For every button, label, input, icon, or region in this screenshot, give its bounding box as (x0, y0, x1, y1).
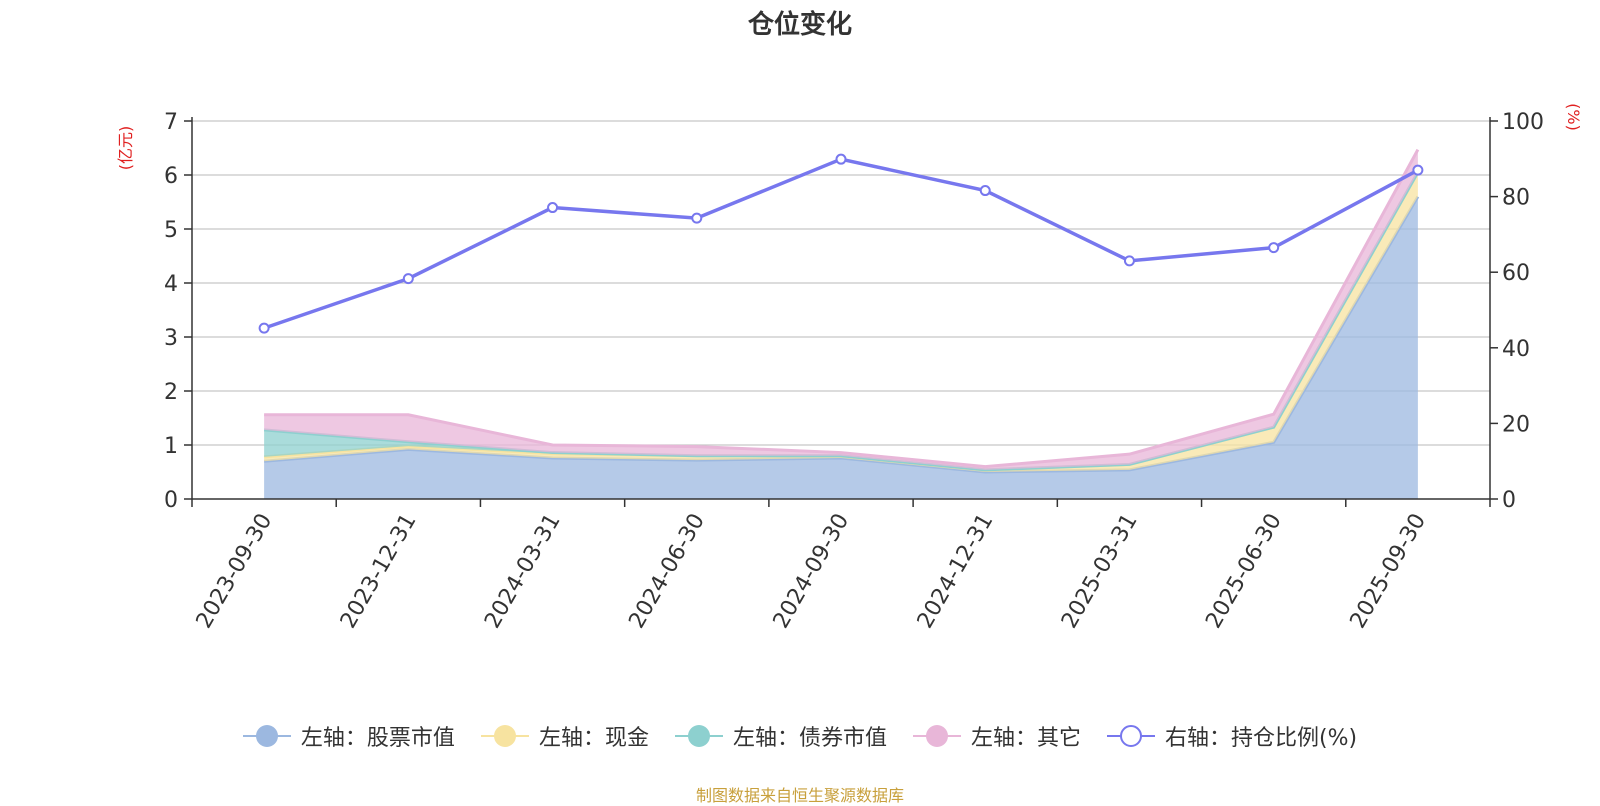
line-point (1412, 164, 1424, 176)
line-series-holding-ratio (263, 157, 1419, 330)
left-y-tick-label: 0 (164, 488, 178, 513)
x-tick-label: 2023-12-31 (336, 510, 422, 633)
legend-label: 左轴：现金 (538, 726, 649, 751)
x-tick-label: 2024-09-30 (769, 510, 855, 633)
x-tick-label: 2025-09-30 (1346, 510, 1432, 633)
chart-plot: 0 1 2 3 4 5 6 7 0 20 40 60 80 100 (亿元) (%) 2023-09-30 202… (116, 103, 1583, 633)
left-y-tick-label: 6 (164, 164, 178, 189)
right-y-tick-label: 100 (1502, 110, 1544, 135)
legend-item[interactable]: 左轴：其它 (912, 720, 1081, 752)
legend-label: 左轴：债券市值 (732, 726, 887, 751)
left-y-tick-label: 5 (164, 218, 178, 243)
line-point (691, 212, 703, 224)
legend-item[interactable]: 左轴：现金 (480, 720, 649, 752)
legend-swatch-icon (1106, 724, 1155, 748)
x-tick-label: 2024-03-31 (480, 510, 566, 633)
x-tick-label: 2023-09-30 (192, 510, 278, 633)
left-y-tick-label: 3 (164, 326, 178, 351)
right-y-tick-label: 60 (1502, 261, 1530, 286)
left-y-tick-label: 4 (164, 272, 178, 297)
legend-swatch-icon (674, 724, 723, 748)
line-point (979, 185, 991, 197)
legend-swatch-icon (912, 724, 961, 748)
legend-item[interactable]: 左轴：债券市值 (674, 720, 887, 752)
legend-label: 右轴：持仓比例(%) (1164, 726, 1358, 751)
legend-item[interactable]: 左轴：股票市值 (242, 720, 455, 752)
chart-title: 仓位变化 (747, 10, 852, 40)
left-y-tick-label: 2 (164, 380, 178, 405)
left-y-tick-label: 1 (164, 434, 178, 459)
legend-item[interactable]: 右轴：持仓比例(%) (1106, 720, 1358, 752)
line-point (1123, 255, 1135, 267)
x-tick-label: 2025-06-30 (1201, 510, 1287, 633)
source-note: 制图数据来自恒生聚源数据库 (695, 786, 904, 805)
x-tick-label: 2025-03-31 (1057, 510, 1143, 633)
line-point (402, 273, 414, 285)
area-series-0 (264, 196, 1418, 499)
right-y-tick-label: 20 (1502, 412, 1530, 437)
line-point (835, 153, 847, 165)
right-y-tick-label: 80 (1502, 186, 1530, 211)
left-y-tick-label: 7 (164, 110, 178, 135)
legend-label: 左轴：其它 (970, 726, 1081, 751)
area-series-3 (264, 149, 1418, 470)
legend-label: 左轴：股票市值 (300, 726, 455, 751)
x-tick-label: 2024-12-31 (913, 510, 999, 633)
right-y-tick-label: 0 (1502, 488, 1516, 513)
left-axis-unit: (亿元) (116, 126, 135, 171)
right-axis-unit: (%) (1564, 103, 1583, 131)
legend-swatch-icon (242, 724, 291, 748)
line-point (1268, 242, 1280, 254)
line-point (547, 202, 559, 214)
legend: 左轴：股票市值 左轴：现金 左轴：债券市值 左轴：其它 右轴：持仓比例(%) (0, 720, 1600, 752)
line-point (258, 322, 270, 334)
area-line-series-3 (264, 148, 1420, 469)
x-tick-label: 2024-06-30 (624, 510, 710, 633)
legend-swatch-icon (480, 724, 529, 748)
right-y-tick-label: 40 (1502, 337, 1530, 362)
